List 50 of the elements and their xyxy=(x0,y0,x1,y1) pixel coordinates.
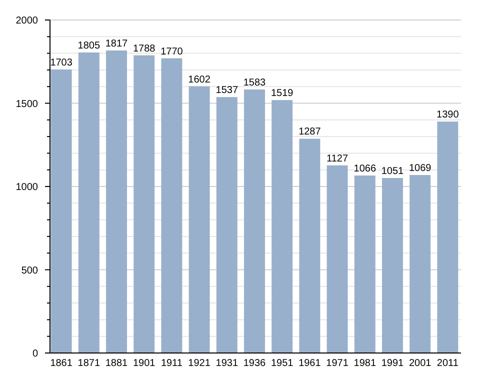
x-tick-label: 1971 xyxy=(326,358,349,369)
data-label: 1127 xyxy=(326,153,348,164)
x-tick-label: 1921 xyxy=(188,358,211,369)
x-tick-label: 1981 xyxy=(354,358,376,369)
x-tick-label: 1936 xyxy=(243,358,266,369)
bar xyxy=(134,55,155,353)
data-label: 1537 xyxy=(216,85,238,96)
bar xyxy=(354,176,376,353)
bar xyxy=(50,69,72,353)
data-label: 1788 xyxy=(132,43,156,54)
x-tick-label: 1871 xyxy=(78,358,100,369)
x-tick-label: 1911 xyxy=(160,358,183,369)
x-tick-label: 1951 xyxy=(270,358,294,369)
data-label: 1817 xyxy=(105,38,128,50)
bar xyxy=(410,175,431,353)
bar xyxy=(272,100,293,353)
x-tick-label: 1881 xyxy=(105,358,128,369)
bar xyxy=(106,50,127,353)
data-label: 1069 xyxy=(408,163,432,174)
x-tick-label: 2011 xyxy=(436,358,459,369)
data-label: 1287 xyxy=(298,126,322,138)
x-tick-label: 1961 xyxy=(298,358,322,369)
bar xyxy=(437,122,458,353)
data-label: 1583 xyxy=(243,77,266,88)
x-tick-label: 1861 xyxy=(50,358,73,369)
bar xyxy=(244,89,265,353)
data-label: 1066 xyxy=(354,164,376,175)
bar xyxy=(78,52,100,353)
bar xyxy=(299,138,320,353)
x-tick-label: 2001 xyxy=(408,358,432,369)
data-label: 1805 xyxy=(78,40,100,52)
y-tick-label: 2000 xyxy=(16,16,38,26)
data-label: 1390 xyxy=(436,110,460,121)
x-tick-label: 1931 xyxy=(216,358,238,369)
bar xyxy=(326,165,348,353)
bar xyxy=(216,97,238,353)
data-label: 1602 xyxy=(188,74,211,86)
data-label: 1703 xyxy=(50,57,73,68)
bar xyxy=(382,178,403,353)
data-label: 1519 xyxy=(270,88,294,100)
y-tick-label: 1500 xyxy=(16,98,38,110)
data-label: 1770 xyxy=(160,46,184,58)
data-label: 1051 xyxy=(381,166,404,178)
x-tick-label: 1901 xyxy=(132,358,156,369)
y-tick-label: 1000 xyxy=(16,182,38,193)
y-tick-label: 500 xyxy=(21,265,38,276)
x-tick-label: 1991 xyxy=(381,358,404,369)
bar xyxy=(188,86,210,353)
y-tick-label: 0 xyxy=(32,348,38,360)
bar xyxy=(161,58,182,353)
